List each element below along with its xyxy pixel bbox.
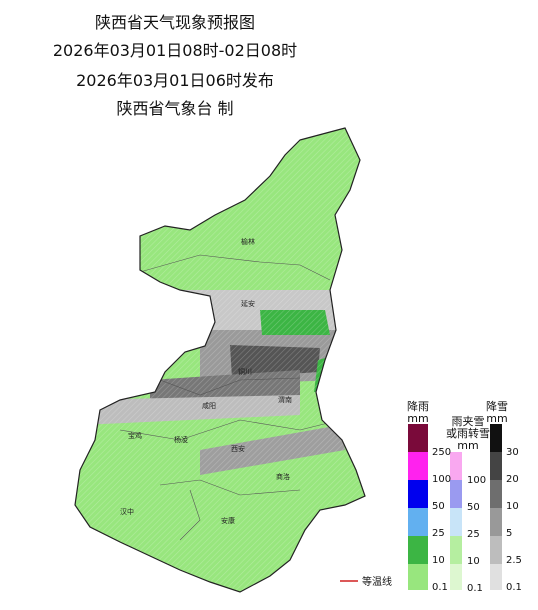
legend-level: 250 [432,447,451,458]
legend-swatch [490,508,502,536]
legend-swatch [450,508,462,536]
legend-level: 5 [506,528,512,539]
legend-level: 100 [432,474,451,485]
legend-level: 2.5 [506,555,522,566]
legend-title: 或雨转雪 [446,426,490,440]
legend-swatch [490,564,502,590]
legend-swatch [450,452,462,480]
legend-unit: mm [457,439,478,452]
legend-unit: mm [486,412,507,425]
legend-level: 10 [506,501,519,512]
issue-time: 2026年03月01日06时发布 [76,71,274,90]
city-label: 杨凌 [174,435,188,444]
legend-level: 50 [432,501,445,512]
legend-level: 100 [467,475,486,486]
legend-title: 降雪 [486,399,508,413]
legend-swatch [450,536,462,564]
legend: 降雨 mm 雨夹雪 或雨转雪 mm 降雪 mm 等温线 [340,399,508,590]
legend-swatch [408,480,428,508]
city-label: 榆林 [241,237,255,246]
map [75,128,365,592]
legend-swatch [490,424,502,452]
city-label: 安康 [221,516,235,525]
legend-title: 雨夹雪 [452,415,485,428]
valid-time: 2026年03月01日08时-02日08时 [53,41,297,60]
city-label: 延安 [241,299,255,308]
legend-level: 10 [467,556,480,567]
legend-swatch [408,424,428,452]
hatch [75,128,365,592]
legend-levels: 250 100 50 25 10 0.1 100 50 25 10 0.1 30 20 10 5 2.5 0.1 [432,447,522,594]
city-label: 商洛 [276,472,290,481]
legend-swatch [408,564,428,590]
city-label: 宝鸡 [128,431,142,440]
legend-level: 25 [432,528,445,539]
city-label: 渭南 [278,395,292,404]
city-label: 咸阳 [202,401,216,410]
isotherm-label: 等温线 [362,575,392,588]
title: 陕西省天气现象预报图 [95,13,255,32]
legend-level: 0.1 [467,583,483,594]
legend-level: 25 [467,529,480,540]
legend-level: 20 [506,474,519,485]
legend-swatch [450,564,462,590]
legend-level: 10 [432,555,445,566]
boundary [119,254,341,541]
legend-title: 降雨 [407,399,429,413]
header: 陕西省天气现象预报图 2026年03月01日08时-02日08时 2026年03… [53,13,297,118]
legend-level: 50 [467,502,480,513]
legend-swatch [450,480,462,508]
legend-unit: mm [407,412,428,425]
legend-swatch [490,452,502,480]
legend-level: 0.1 [506,582,522,593]
issuer: 陕西省气象台 制 [116,99,233,118]
city-label: 西安 [231,444,245,453]
legend-level: 30 [506,447,519,458]
city-label: 汉中 [120,507,134,516]
legend-level: 0.1 [432,582,448,593]
legend-swatch [408,452,428,480]
city-label: 铜川 [238,367,252,376]
legend-swatch [490,536,502,564]
legend-swatch [408,508,428,536]
legend-swatch [490,480,502,508]
legend-swatch [408,536,428,564]
